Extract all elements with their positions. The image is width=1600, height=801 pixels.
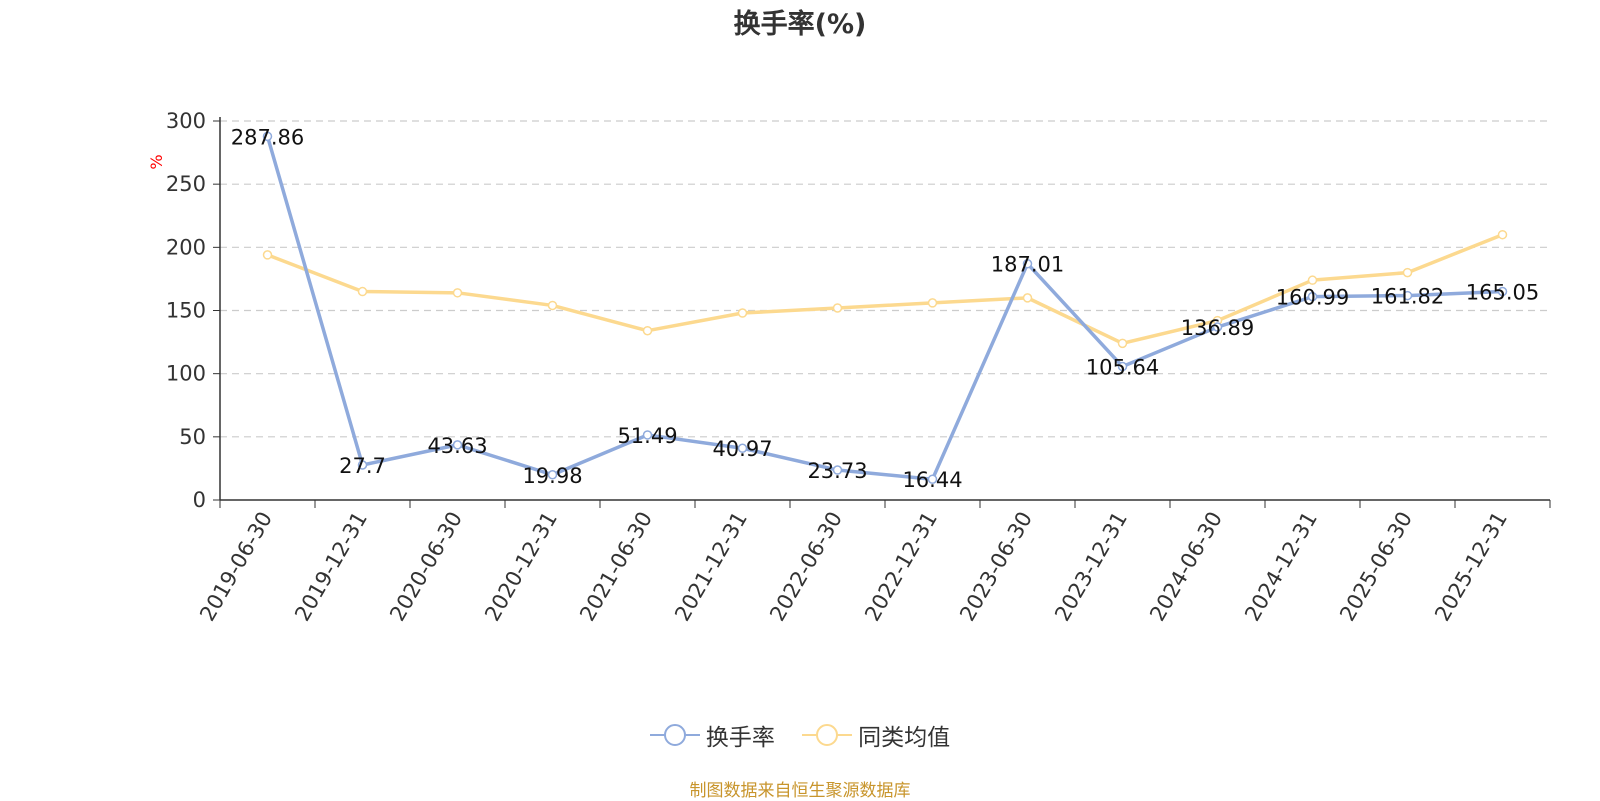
- data-label: 287.86: [231, 125, 304, 149]
- x-tick-label: 2025-12-31: [1430, 508, 1512, 626]
- data-point: [1022, 293, 1033, 303]
- y-tick-label: 150: [166, 299, 206, 323]
- data-label: 19.98: [522, 464, 582, 488]
- data-label: 165.05: [1466, 280, 1539, 304]
- legend-label-turnover: 换手率: [705, 725, 775, 751]
- data-label: 187.01: [991, 253, 1064, 277]
- series-line-1: [266, 233, 1504, 346]
- data-point: [1402, 290, 1413, 301]
- data-point: [1402, 267, 1413, 278]
- data-label: 23.73: [807, 459, 867, 483]
- data-point: [1212, 322, 1223, 332]
- data-point: [737, 308, 748, 318]
- x-tick-label: 2019-06-30: [195, 508, 277, 626]
- y-tick-label: 50: [179, 425, 206, 449]
- data-label: 160.99: [1276, 286, 1349, 310]
- y-tick-label: 200: [166, 235, 206, 259]
- data-point: [1497, 286, 1508, 297]
- data-point: [737, 443, 748, 453]
- data-label: 16.44: [902, 468, 962, 492]
- x-tick-label: 2022-06-30: [765, 508, 847, 626]
- x-tick-label: 2020-12-31: [480, 508, 562, 626]
- data-point: [1117, 361, 1128, 372]
- x-tick-label: 2022-12-31: [860, 508, 942, 626]
- x-tick-label: 2023-06-30: [955, 508, 1037, 626]
- x-tick-label: 2019-12-31: [290, 508, 372, 626]
- data-point: [357, 460, 368, 470]
- series-lines: [262, 131, 1508, 484]
- data-label: 27.7: [339, 454, 386, 478]
- data-point: [452, 440, 463, 450]
- y-tick-label: 300: [166, 109, 206, 133]
- x-tick-label: 2021-06-30: [575, 508, 657, 626]
- legend-item-peer-average[interactable]: 同类均值: [802, 718, 950, 752]
- data-point: [832, 303, 843, 313]
- y-tick-label: 0: [193, 488, 206, 512]
- legend-marker-peer-average: [802, 724, 853, 746]
- x-tick-label: 2021-12-31: [670, 508, 752, 626]
- data-point: [927, 474, 938, 484]
- y-axis-label: %: [147, 154, 166, 169]
- data-point: [927, 298, 938, 308]
- y-tick-label: 250: [166, 172, 206, 196]
- data-point: [262, 131, 273, 142]
- data-point: [1022, 258, 1033, 269]
- data-label: 51.49: [617, 424, 677, 448]
- data-point: [642, 325, 653, 336]
- x-tick-label: 2024-12-31: [1240, 508, 1322, 626]
- x-tick-label: 2023-12-31: [1050, 508, 1132, 626]
- gridlines: [220, 120, 1550, 438]
- data-label: 136.89: [1181, 316, 1254, 340]
- data-point: [1307, 291, 1318, 302]
- data-point: [1497, 229, 1508, 240]
- data-label: 40.97: [712, 437, 772, 461]
- data-point: [642, 430, 653, 440]
- series-line-0: [265, 135, 1503, 481]
- x-tick-label: 2020-06-30: [385, 508, 467, 626]
- data-point: [1307, 275, 1318, 285]
- data-point: [1117, 338, 1128, 349]
- data-label: 161.82: [1371, 285, 1444, 309]
- data-point: [832, 465, 843, 475]
- y-tick-label: 100: [166, 362, 206, 386]
- x-tick-label: 2025-06-30: [1335, 508, 1417, 626]
- legend: 换手率 同类均值: [0, 718, 1600, 752]
- source-note: 制图数据来自恒生聚源数据库: [689, 781, 911, 801]
- legend-marker-turnover: [649, 724, 700, 746]
- chart-title: 换手率(%): [733, 9, 867, 40]
- data-label: 105.64: [1086, 356, 1159, 380]
- data-label: 43.63: [427, 434, 487, 458]
- data-point: [547, 300, 558, 311]
- legend-item-turnover[interactable]: 换手率: [649, 718, 775, 752]
- data-point: [357, 286, 368, 297]
- data-point: [262, 250, 273, 260]
- data-point: [452, 288, 463, 298]
- data-labels: 287.86 27.7 43.63 19.98 51.49 40.97 23.73 16.44…: [231, 125, 1539, 492]
- x-tick-label: 2024-06-30: [1145, 508, 1227, 626]
- data-point: [547, 470, 558, 480]
- legend-label-peer-average: 同类均值: [858, 725, 951, 751]
